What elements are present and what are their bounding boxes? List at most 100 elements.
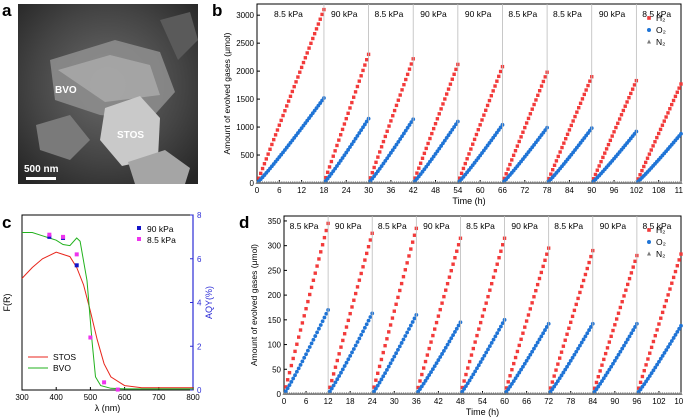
h2-point: [649, 345, 654, 350]
h2-point: [653, 140, 657, 144]
particle-4: [160, 12, 198, 60]
h2-point: [465, 157, 469, 161]
h2-point: [671, 98, 676, 103]
x-tick-label: 72: [520, 186, 529, 195]
o2-point: [482, 353, 487, 358]
h2-point: [410, 240, 415, 244]
h2-point: [359, 74, 363, 78]
o2-point: [317, 326, 321, 331]
h2-point: [284, 385, 288, 389]
o2-point: [533, 343, 538, 348]
chart-d: 0 6 12 18 24 30 36 42 48 54 60 66 72 78 84 90 96 102 108 0 5…: [249, 215, 683, 417]
o2-point: [618, 349, 623, 354]
h2-point: [449, 268, 453, 273]
h2-point: [620, 300, 624, 304]
o2-point: [578, 343, 582, 348]
h2-point: [595, 168, 600, 172]
h2-point: [355, 285, 360, 289]
h2-point: [417, 166, 421, 170]
h2-point: [346, 111, 350, 116]
o2-point: [401, 337, 406, 342]
h2-point: [421, 366, 426, 370]
x-tick-label: 54: [478, 397, 487, 406]
h2-point: [548, 386, 553, 390]
o2-point: [669, 339, 674, 343]
h2-point: [589, 254, 593, 259]
h2-point: [308, 292, 312, 297]
o2-point: [607, 367, 612, 372]
x-tick-label: 30: [364, 186, 373, 195]
h2-point: [487, 98, 492, 103]
h2-point: [330, 378, 334, 383]
o2-point: [537, 337, 542, 342]
h2-point: [477, 327, 481, 331]
h2-point: [302, 314, 306, 318]
stos-label: STOS: [117, 130, 144, 141]
h2-point: [511, 153, 516, 158]
h2-point: [673, 269, 678, 274]
h2-point: [478, 320, 483, 325]
o2-point: [381, 161, 386, 166]
h2-point: [387, 124, 391, 128]
h2-point: [549, 172, 553, 176]
o2-point: [649, 371, 654, 376]
h2-point: [407, 67, 412, 71]
o2-point: [574, 349, 579, 354]
o2-point: [337, 374, 342, 378]
o2-point: [392, 354, 397, 359]
o2-point: [493, 334, 498, 339]
o2-point: [342, 153, 347, 158]
h2-point: [471, 346, 476, 351]
h2-point: [645, 156, 650, 160]
h2-point: [603, 151, 607, 155]
h2-point: [535, 282, 540, 287]
x-tick-label: 84: [588, 397, 597, 406]
h2-point: [257, 176, 261, 180]
o2-point: [364, 119, 369, 124]
y-axis-label: Amount of evolved gases (μmol): [222, 32, 232, 154]
o2-point: [392, 145, 397, 150]
aqy-tick-label: 0: [197, 386, 202, 395]
o2-point: [653, 365, 658, 370]
o2-point: [423, 378, 428, 383]
h2-point: [451, 262, 455, 266]
o2-point: [390, 148, 395, 153]
aqy-point: [115, 387, 120, 392]
legend-n2-marker: [647, 39, 651, 44]
h2-point: [285, 104, 289, 108]
o2-point: [377, 380, 382, 385]
h2-point: [577, 106, 581, 110]
o2-point: [453, 330, 457, 334]
x-tick-label: 24: [368, 397, 377, 406]
o2-point: [289, 379, 294, 384]
panel-b-letter: b: [212, 1, 222, 20]
h2-point: [353, 90, 358, 94]
h2-point: [565, 332, 569, 336]
aqy-point: [102, 380, 107, 385]
h2-point: [625, 282, 630, 287]
o2-point: [487, 344, 492, 349]
h2-point: [388, 323, 393, 327]
h2-point: [415, 171, 419, 175]
h2-point: [647, 152, 652, 156]
h2-point: [660, 310, 665, 315]
o2-point: [515, 373, 520, 378]
h2-point: [659, 316, 663, 320]
h2-point: [493, 84, 497, 88]
o2-point: [361, 125, 365, 130]
h2-point: [497, 74, 501, 79]
y-tick-label: 250: [268, 266, 282, 275]
n2-point: [679, 392, 683, 395]
h2-point: [506, 167, 510, 171]
o2-point: [355, 340, 360, 344]
h2-point: [459, 171, 464, 176]
h2-point: [515, 144, 520, 148]
x-tick-label: 300: [15, 393, 29, 402]
h2-point: [333, 149, 337, 153]
h2-point: [314, 27, 319, 31]
x-tick-label: 600: [118, 393, 132, 402]
o2-point: [418, 387, 422, 392]
o2-point: [476, 363, 481, 368]
h2-point: [523, 325, 527, 329]
o2-point: [385, 156, 390, 161]
